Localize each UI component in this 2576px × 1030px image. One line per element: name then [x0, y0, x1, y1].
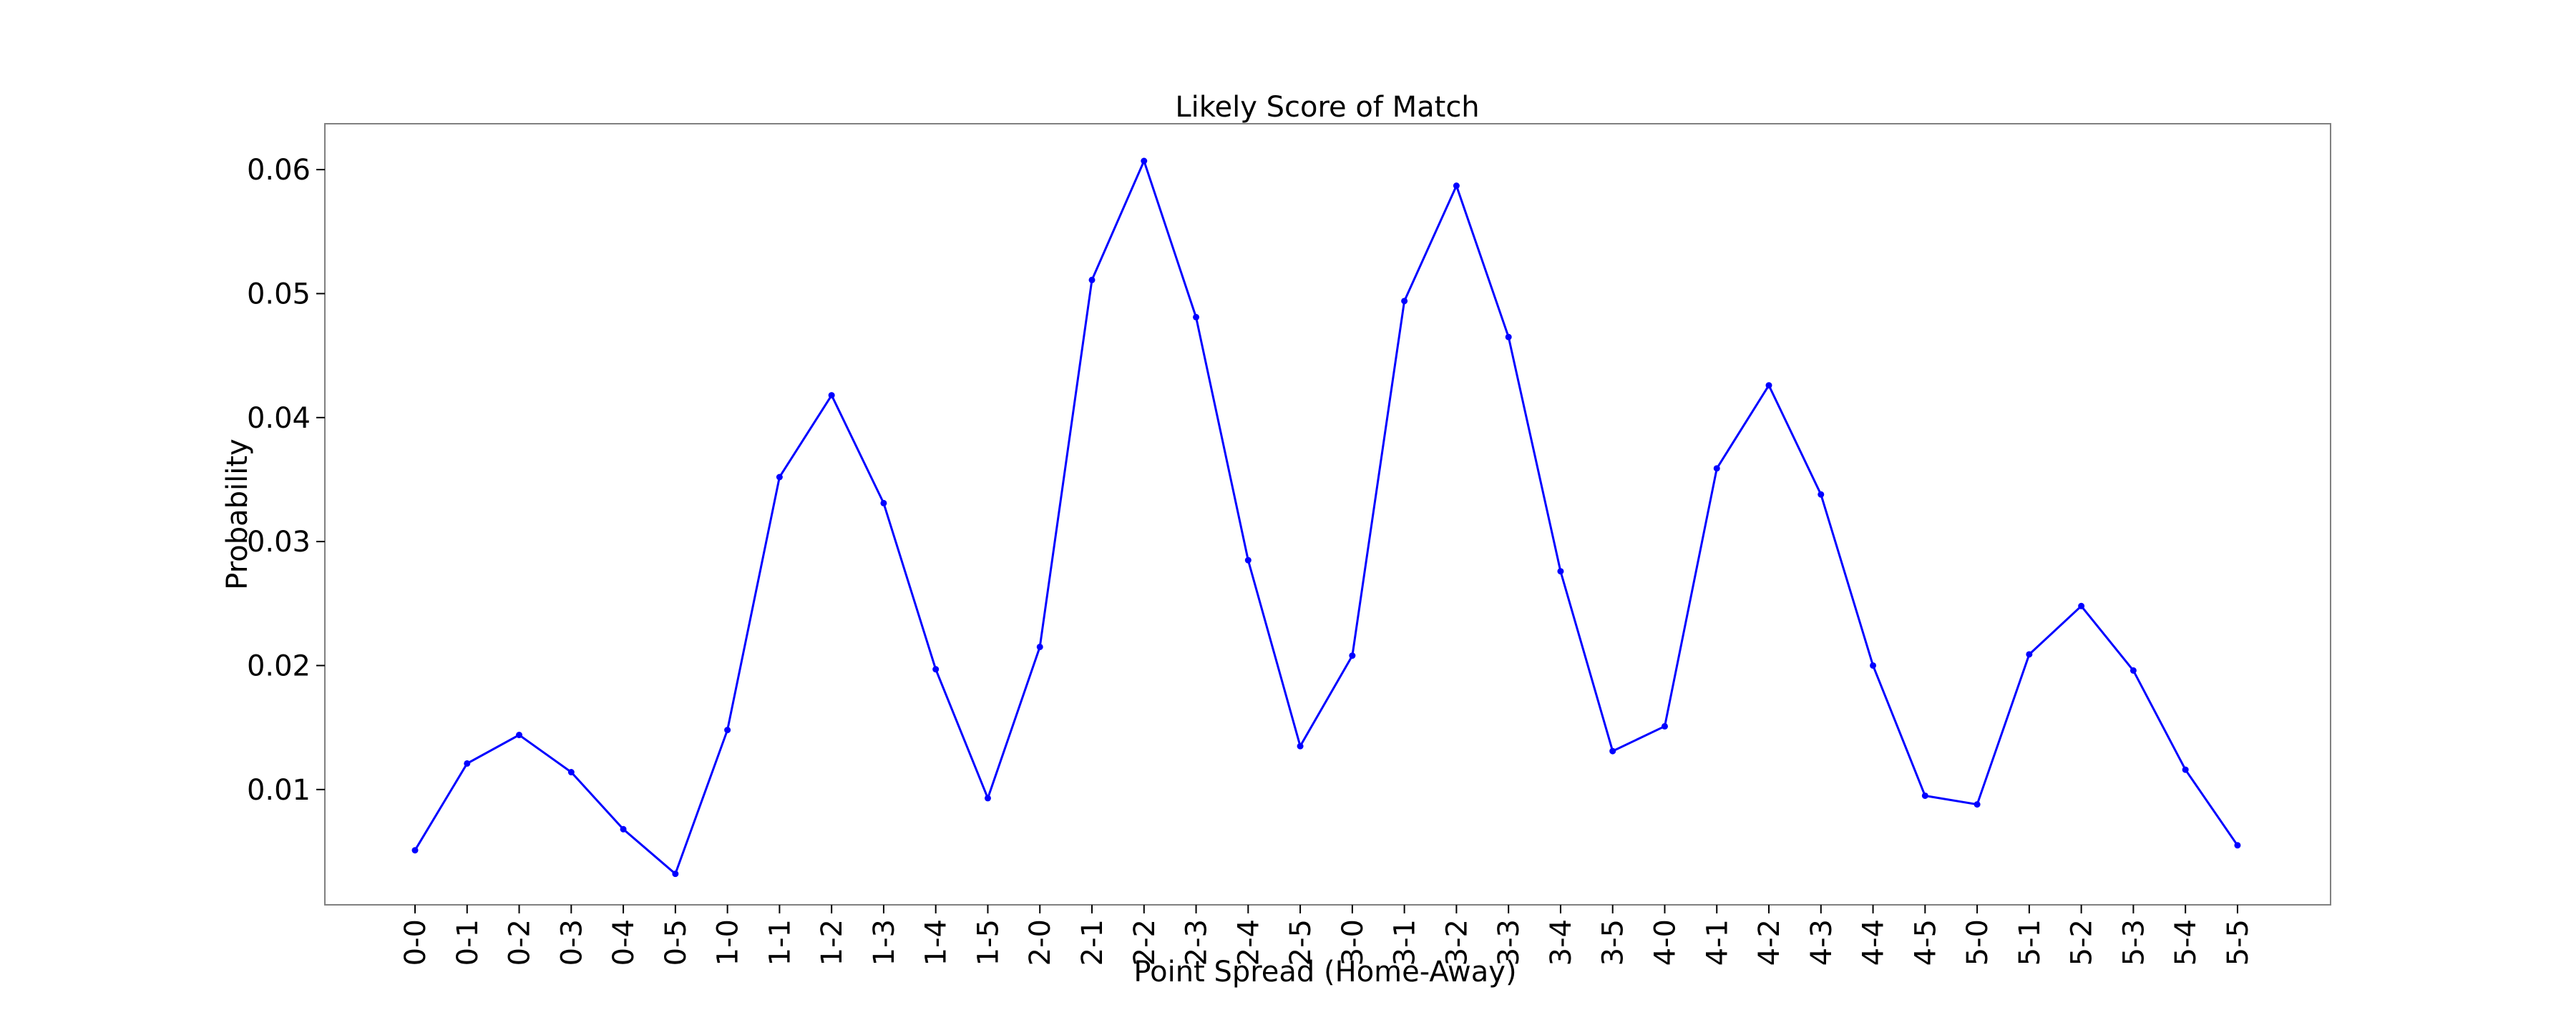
- x-tick-label: 1-2: [816, 919, 849, 966]
- x-tick-label: 2-4: [1232, 919, 1265, 966]
- data-point: [672, 870, 679, 878]
- x-tick-label: 2-0: [1024, 919, 1057, 966]
- data-point: [1088, 276, 1096, 283]
- data-point: [1870, 662, 1877, 669]
- data-point: [2078, 602, 2085, 609]
- chart-title: Likely Score of Match: [1175, 91, 1479, 124]
- x-tick-label: 5-5: [2222, 919, 2255, 966]
- x-tick-label: 1-0: [712, 919, 745, 966]
- data-point: [984, 795, 991, 802]
- series-layer: [411, 157, 2241, 878]
- y-tick-label: 0.03: [247, 526, 311, 559]
- data-point: [1713, 465, 1720, 472]
- x-tick-label: 5-1: [2014, 919, 2046, 966]
- data-point: [464, 760, 471, 767]
- y-tick-label: 0.01: [247, 774, 311, 807]
- plot-area-frame: [324, 123, 2331, 906]
- data-point: [1609, 747, 1616, 755]
- data-point: [1818, 491, 1825, 498]
- x-tick-label: 2-2: [1128, 919, 1161, 966]
- x-tick-label: 3-1: [1389, 919, 1422, 966]
- x-tick-label: 0-5: [660, 919, 693, 966]
- y-tick-label: 0.04: [247, 402, 311, 435]
- data-point: [1244, 556, 1252, 564]
- data-point: [1141, 157, 1148, 165]
- x-tick-label: 1-4: [920, 919, 953, 966]
- data-point: [620, 825, 627, 833]
- data-point: [1453, 182, 1460, 190]
- data-point: [1505, 333, 1512, 340]
- x-tick-label: 3-0: [1337, 919, 1370, 966]
- x-tick-label: 2-3: [1181, 919, 1214, 966]
- data-point: [1921, 792, 1928, 799]
- x-tick-label: 4-4: [1858, 919, 1890, 966]
- x-tick-label: 4-0: [1649, 919, 1682, 966]
- data-point: [2026, 651, 2033, 658]
- x-tick-label: 0-3: [555, 919, 588, 966]
- x-tick-label: 5-4: [2170, 919, 2202, 966]
- x-tick-label: 1-5: [972, 919, 1005, 966]
- data-point: [567, 769, 575, 776]
- x-tick-label: 4-5: [1909, 919, 1942, 966]
- x-tick-label: 0-2: [504, 919, 537, 966]
- x-tick-label: 4-3: [1805, 919, 1838, 966]
- data-point: [1349, 652, 1356, 659]
- x-tick-label: 1-1: [763, 919, 796, 966]
- y-axis: 0.01 0.02 0.03 0.04 0.05 0.06: [247, 154, 325, 807]
- data-point: [1661, 722, 1668, 730]
- data-point: [1297, 742, 1304, 750]
- data-point: [1036, 643, 1043, 650]
- x-tick-label: 5-3: [2117, 919, 2150, 966]
- x-tick-label: 2-1: [1076, 919, 1109, 966]
- data-point: [2234, 842, 2241, 849]
- x-tick-label: 4-2: [1753, 919, 1786, 966]
- data-point: [1557, 568, 1564, 575]
- data-point: [516, 732, 523, 739]
- x-tick-label: 0-4: [608, 919, 640, 966]
- x-tick-label: 4-1: [1701, 919, 1734, 966]
- x-tick-label: 0-1: [452, 919, 484, 966]
- data-point: [2129, 667, 2137, 674]
- data-point: [1974, 801, 1981, 808]
- x-tick-label: 3-5: [1597, 919, 1630, 966]
- x-tick-label: 5-0: [1961, 919, 1994, 966]
- y-tick-label: 0.06: [247, 154, 311, 187]
- data-point: [880, 499, 887, 506]
- x-axis: 0-0 0-1 0-2 0-3 0-4 0-5 1-0 1-1 1-2 1-3 1-4 1-5 2-0 2…: [399, 905, 2255, 966]
- data-point: [828, 392, 835, 399]
- data-point: [2182, 766, 2189, 773]
- data-point: [1193, 313, 1200, 320]
- x-tick-label: 0-0: [399, 919, 432, 966]
- x-tick-label: 5-2: [2066, 919, 2099, 966]
- y-axis-label: Probability: [221, 438, 254, 589]
- y-tick-label: 0.02: [247, 649, 311, 682]
- data-point: [411, 847, 419, 854]
- y-tick-label: 0.05: [247, 278, 311, 310]
- series-line: [414, 157, 2239, 876]
- x-tick-label: 2-5: [1284, 919, 1317, 966]
- data-point: [724, 727, 731, 734]
- x-axis-label: Point Spread (Home-Away): [1133, 956, 1516, 989]
- x-tick-label: 3-3: [1493, 919, 1526, 966]
- data-point: [932, 666, 940, 673]
- x-tick-label: 1-3: [868, 919, 901, 966]
- x-tick-label: 3-2: [1440, 919, 1473, 966]
- data-point: [1401, 298, 1408, 305]
- data-point: [776, 474, 783, 481]
- data-point: [1765, 382, 1772, 389]
- x-tick-label: 3-4: [1545, 919, 1578, 966]
